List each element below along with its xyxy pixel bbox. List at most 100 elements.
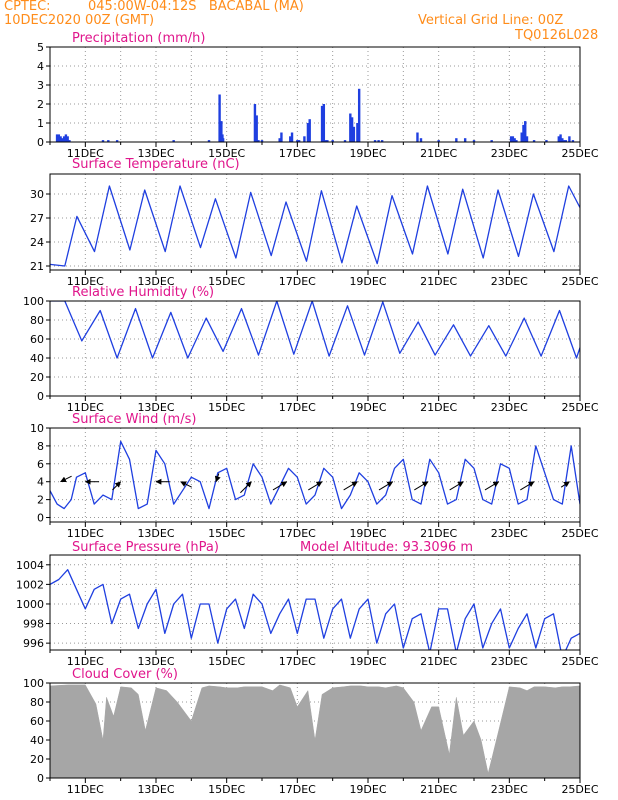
cloud-ytick-label: 40 bbox=[30, 734, 44, 747]
wind-vector bbox=[378, 481, 394, 491]
cloud-date-label: 23DEC bbox=[491, 783, 528, 796]
precip-bar bbox=[373, 140, 377, 142]
wind-vector bbox=[449, 481, 464, 491]
rh-plot-area bbox=[50, 301, 580, 359]
precip-bar bbox=[564, 140, 568, 142]
precip-bar bbox=[472, 140, 476, 142]
rh-line bbox=[50, 301, 580, 359]
temp-ytick-label: 27 bbox=[30, 212, 44, 225]
wind-date-label: 21DEC bbox=[420, 527, 457, 540]
temp-date-label: 13DEC bbox=[137, 275, 174, 288]
pres-line bbox=[50, 569, 580, 650]
precip-bar bbox=[349, 113, 352, 142]
precip-date-label: 25DEC bbox=[561, 147, 598, 160]
precip-bar bbox=[511, 136, 515, 142]
precip-bar bbox=[297, 140, 301, 142]
precip-bar bbox=[545, 140, 548, 142]
temp-date-label: 15DEC bbox=[208, 275, 245, 288]
header-org: CPTEC: bbox=[4, 0, 51, 14]
precip-ytick-label: 0 bbox=[37, 136, 44, 149]
wind-vector bbox=[414, 481, 429, 491]
precip-date-label: 23DEC bbox=[491, 147, 528, 160]
precip-bar bbox=[278, 138, 281, 142]
wind-date-label: 11DEC bbox=[67, 527, 104, 540]
precip-bar bbox=[66, 136, 69, 142]
temp-frame bbox=[49, 173, 581, 271]
pres-date-label: 11DEC bbox=[67, 655, 104, 668]
wind-vector bbox=[112, 481, 122, 491]
pres-title: Surface Pressure (hPa) bbox=[72, 540, 219, 555]
temp-ytick-label: 30 bbox=[30, 188, 44, 201]
precip-bar bbox=[172, 140, 175, 142]
wind-date-label: 13DEC bbox=[137, 527, 174, 540]
precip-bar bbox=[320, 105, 324, 142]
precip-bar bbox=[419, 138, 423, 142]
precip-bar bbox=[55, 134, 59, 142]
precip-bar bbox=[255, 115, 258, 142]
wind-panel: 0 2 4 6 8 10 11DEC 13DEC 15DEC 17DEC 19DEC 21DEC 23D… bbox=[30, 422, 599, 540]
precip-bar bbox=[220, 121, 223, 142]
wind-ytick-label: 10 bbox=[30, 422, 44, 435]
temp-date-label: 21DEC bbox=[420, 275, 457, 288]
precip-bar bbox=[253, 104, 257, 142]
precip-bar bbox=[115, 140, 119, 142]
cloud-date-label: 19DEC bbox=[349, 783, 386, 796]
temp-title: Surface Temperature (nC) bbox=[72, 157, 240, 172]
precip-bar bbox=[509, 136, 513, 142]
precip-bar bbox=[61, 138, 64, 142]
temp-panel: 21 24 27 30 11DEC 13DEC 15DEC 17DEC 19DEC 21DEC 23… bbox=[30, 173, 599, 288]
wind-vector bbox=[484, 481, 500, 491]
precip-bar bbox=[522, 124, 525, 142]
wind-vector bbox=[560, 481, 570, 488]
precip-bar bbox=[377, 140, 380, 142]
rh-date-label: 19DEC bbox=[349, 401, 386, 414]
precip-plot-area bbox=[55, 88, 575, 142]
precip-bar bbox=[324, 140, 327, 142]
cloud-date-label: 13DEC bbox=[137, 783, 174, 796]
precip-ytick-label: 1 bbox=[37, 117, 44, 130]
precip-bar bbox=[515, 140, 518, 142]
precip-bar bbox=[221, 138, 225, 142]
header-model-code: TQ0126L028 bbox=[515, 28, 599, 43]
precip-bar bbox=[308, 119, 311, 142]
temp-ytick-label: 21 bbox=[30, 260, 44, 273]
precip-date-label: 17DEC bbox=[279, 147, 316, 160]
pres-frame bbox=[49, 554, 581, 651]
precip-bar bbox=[280, 132, 283, 142]
precip-bar bbox=[380, 140, 384, 142]
cloud-panel: 0 20 40 60 80 100 11DEC 13DEC 15DEC 17DEC 19DEC 21D… bbox=[23, 677, 599, 796]
cloud-date-label: 25DEC bbox=[561, 783, 598, 796]
precip-bar bbox=[350, 117, 354, 142]
wind-line bbox=[50, 440, 580, 510]
rh-ytick-label: 20 bbox=[30, 371, 44, 384]
header-grid-note: Vertical Grid Line: 00Z bbox=[418, 13, 564, 28]
cloud-ytick-label: 20 bbox=[30, 753, 44, 766]
precip-ytick-label: 4 bbox=[37, 60, 44, 73]
cloud-ytick-label: 60 bbox=[30, 715, 44, 728]
precip-bar bbox=[525, 136, 529, 142]
wind-vector bbox=[214, 473, 221, 483]
pres-date-label: 17DEC bbox=[279, 655, 316, 668]
header-location: 045:00W-04:12S BACABAL (MA) bbox=[88, 0, 304, 14]
precip-bar bbox=[356, 123, 359, 142]
precip-bar bbox=[437, 140, 440, 142]
precip-date-label: 19DEC bbox=[349, 147, 386, 160]
pres-date-label: 25DEC bbox=[561, 655, 598, 668]
cloud-ytick-label: 100 bbox=[23, 677, 44, 690]
precip-bar bbox=[520, 132, 523, 142]
pres-date-label: 19DEC bbox=[349, 655, 386, 668]
precip-bar bbox=[290, 132, 294, 142]
pres-date-label: 23DEC bbox=[491, 655, 528, 668]
precip-date-label: 15DEC bbox=[208, 147, 245, 160]
temp-date-label: 23DEC bbox=[491, 275, 528, 288]
cloud-ytick-label: 0 bbox=[37, 772, 44, 785]
precip-bar bbox=[207, 140, 211, 142]
header-run-time: 10DEC2020 00Z (GMT) bbox=[4, 13, 155, 28]
rh-date-label: 17DEC bbox=[279, 401, 316, 414]
precip-bar bbox=[68, 140, 71, 142]
precip-bar bbox=[532, 140, 536, 142]
precip-bar bbox=[557, 136, 560, 142]
precip-bar bbox=[59, 136, 62, 142]
precip-title: Precipitation (mm/h) bbox=[72, 31, 205, 46]
